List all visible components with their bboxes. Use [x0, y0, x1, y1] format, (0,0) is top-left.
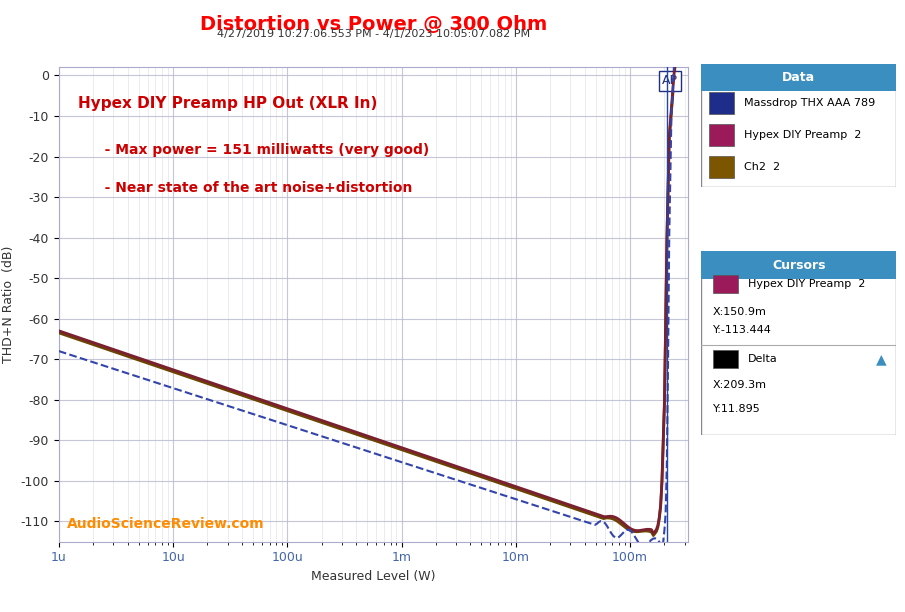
X-axis label: Measured Level (W): Measured Level (W) — [311, 570, 435, 583]
Text: - Max power = 151 milliwatts (very good): - Max power = 151 milliwatts (very good) — [90, 143, 430, 157]
Bar — [713, 275, 738, 293]
Bar — [701, 64, 896, 91]
Text: Hypex DIY Preamp  2: Hypex DIY Preamp 2 — [748, 279, 865, 289]
Text: Hypex DIY Preamp  2: Hypex DIY Preamp 2 — [744, 130, 862, 140]
Text: Y:11.895: Y:11.895 — [713, 404, 761, 414]
Text: Massdrop THX AAA 789: Massdrop THX AAA 789 — [744, 99, 875, 108]
Text: Ch2  2: Ch2 2 — [744, 162, 780, 172]
Text: Hypex DIY Preamp HP Out (XLR In): Hypex DIY Preamp HP Out (XLR In) — [78, 95, 377, 111]
Text: Y:-113.444: Y:-113.444 — [713, 325, 772, 335]
Text: Data: Data — [782, 71, 815, 84]
Text: 4/27/2019 10:27:06.553 PM - 4/1/2023 10:05:07.082 PM: 4/27/2019 10:27:06.553 PM - 4/1/2023 10:… — [217, 29, 529, 39]
Text: Distortion vs Power @ 300 Ohm: Distortion vs Power @ 300 Ohm — [200, 15, 547, 34]
Text: Delta: Delta — [748, 354, 777, 364]
Bar — [701, 251, 896, 279]
Bar — [713, 350, 738, 368]
Text: AudioScienceReview.com: AudioScienceReview.com — [67, 517, 264, 531]
Text: X:150.9m: X:150.9m — [713, 307, 767, 316]
Bar — [710, 156, 735, 178]
Text: Cursors: Cursors — [772, 259, 825, 272]
Text: ▲: ▲ — [876, 353, 886, 366]
Bar — [710, 124, 735, 146]
Text: AP: AP — [662, 75, 679, 88]
Text: - Near state of the art noise+distortion: - Near state of the art noise+distortion — [90, 181, 413, 195]
Bar — [710, 92, 735, 114]
Y-axis label: THD+N Ratio  (dB): THD+N Ratio (dB) — [2, 246, 15, 363]
Text: X:209.3m: X:209.3m — [713, 380, 767, 390]
